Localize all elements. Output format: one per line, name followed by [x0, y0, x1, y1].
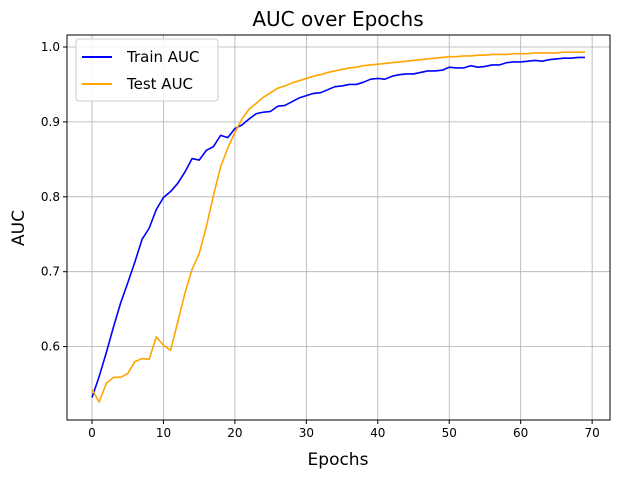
x-tick-label: 40	[370, 426, 385, 440]
x-tick-label: 50	[442, 426, 457, 440]
grid-lines	[67, 35, 610, 420]
test-auc-line	[91, 51, 585, 403]
y-tick-label: 0.9	[41, 115, 60, 129]
x-tick-label: 70	[584, 426, 599, 440]
x-axis-ticks: 0 10 20 30 40 50 60 70	[88, 420, 600, 440]
y-tick-label: 1.0	[41, 40, 60, 54]
y-axis-label: AUC	[9, 210, 29, 246]
y-tick-label: 0.8	[41, 190, 60, 204]
legend-label-train: Train AUC	[126, 48, 199, 66]
chart-title: AUC over Epochs	[252, 7, 423, 31]
series-lines	[91, 51, 585, 403]
y-tick-label: 0.6	[41, 340, 60, 354]
legend: Train AUC Test AUC	[75, 38, 219, 102]
y-axis-ticks: 0.6 0.7 0.8 0.9 1.0	[41, 40, 67, 354]
train-auc-line	[91, 56, 585, 398]
plot-frame	[66, 34, 611, 421]
x-tick-label: 30	[299, 426, 314, 440]
x-tick-label: 60	[513, 426, 528, 440]
x-axis-label: Epochs	[308, 450, 369, 470]
legend-label-test: Test AUC	[126, 75, 193, 93]
x-tick-label: 10	[156, 426, 171, 440]
y-tick-label: 0.7	[41, 265, 60, 279]
legend-box	[75, 38, 219, 102]
x-tick-label: 0	[88, 426, 96, 440]
x-tick-label: 20	[227, 426, 242, 440]
